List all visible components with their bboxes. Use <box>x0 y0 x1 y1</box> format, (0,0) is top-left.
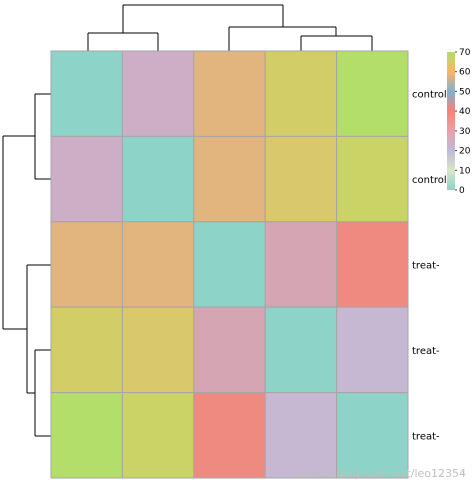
color-legend-tick-40: 40 <box>459 107 471 117</box>
color-legend-tick-0: 0 <box>459 186 465 196</box>
heatmap-cell-r5-c5: 0 <box>336 392 409 479</box>
row-label-4: treat- <box>412 346 440 357</box>
heatmap-cell-r5-c2: 66 <box>121 392 195 479</box>
heatmap-cell-r3-c1: 38 <box>50 221 123 308</box>
heatmap-cell-r5-c3: 40 <box>193 392 266 479</box>
color-legend-bar <box>447 52 455 190</box>
heatmap-cells: 0283863702803863633838032406363320257066… <box>50 50 409 479</box>
heatmap-cell-r4-c2: 63 <box>121 306 195 394</box>
heatmap-cell-r3-c5: 40 <box>336 221 409 308</box>
row-label-2: control- <box>412 175 451 186</box>
heatmap-cell-r3-c4: 32 <box>264 221 338 308</box>
column-dendrogram <box>87 4 373 51</box>
color-legend-tick-70: 70 <box>459 48 471 58</box>
watermark-text: https://blog.csdn.net/leo12354 <box>297 467 466 480</box>
heatmap-cell-r2-c2: 0 <box>121 135 195 223</box>
heatmap-cell-r4-c4: 0 <box>264 306 338 394</box>
color-legend-tick-50: 50 <box>459 87 471 97</box>
heatmap-cell-r1-c5: 70 <box>336 50 409 137</box>
color-legend-tick-10: 10 <box>459 166 471 176</box>
heatmap-cell-r5-c1: 70 <box>50 392 123 479</box>
color-legend-tick-30: 30 <box>459 127 471 137</box>
heatmap-cell-r1-c3: 38 <box>193 50 266 137</box>
heatmap-cell-r3-c2: 38 <box>121 221 195 308</box>
heatmap-cell-r4-c5: 25 <box>336 306 409 394</box>
row-labels: control-control-treat-treat-treat- <box>412 90 451 443</box>
color-legend: 0 10 20 30 40 50 60 70 <box>447 48 471 196</box>
color-legend-tick-60: 60 <box>459 68 471 78</box>
heatmap-cell-r4-c1: 63 <box>50 306 123 394</box>
heatmap-cell-r1-c1: 0 <box>50 50 123 137</box>
heatmap-cell-r2-c4: 63 <box>264 135 338 223</box>
heatmap-cell-r2-c5: 63 <box>336 135 409 223</box>
heatmap-cell-r5-c4: 25 <box>264 392 338 479</box>
color-legend-tick-20: 20 <box>459 147 471 157</box>
row-label-5: treat- <box>412 431 440 442</box>
row-label-3: treat- <box>412 261 440 272</box>
row-dendrogram <box>2 93 51 437</box>
heatmap-cell-r1-c2: 28 <box>121 50 195 137</box>
heatmap-cell-r2-c1: 28 <box>50 135 123 223</box>
heatmap-cell-r4-c3: 32 <box>193 306 266 394</box>
heatmap-cell-r1-c4: 63 <box>264 50 338 137</box>
row-label-1: control- <box>412 90 451 101</box>
heatmap-cell-r3-c3: 0 <box>193 221 266 308</box>
heatmap-cell-r2-c3: 38 <box>193 135 266 223</box>
